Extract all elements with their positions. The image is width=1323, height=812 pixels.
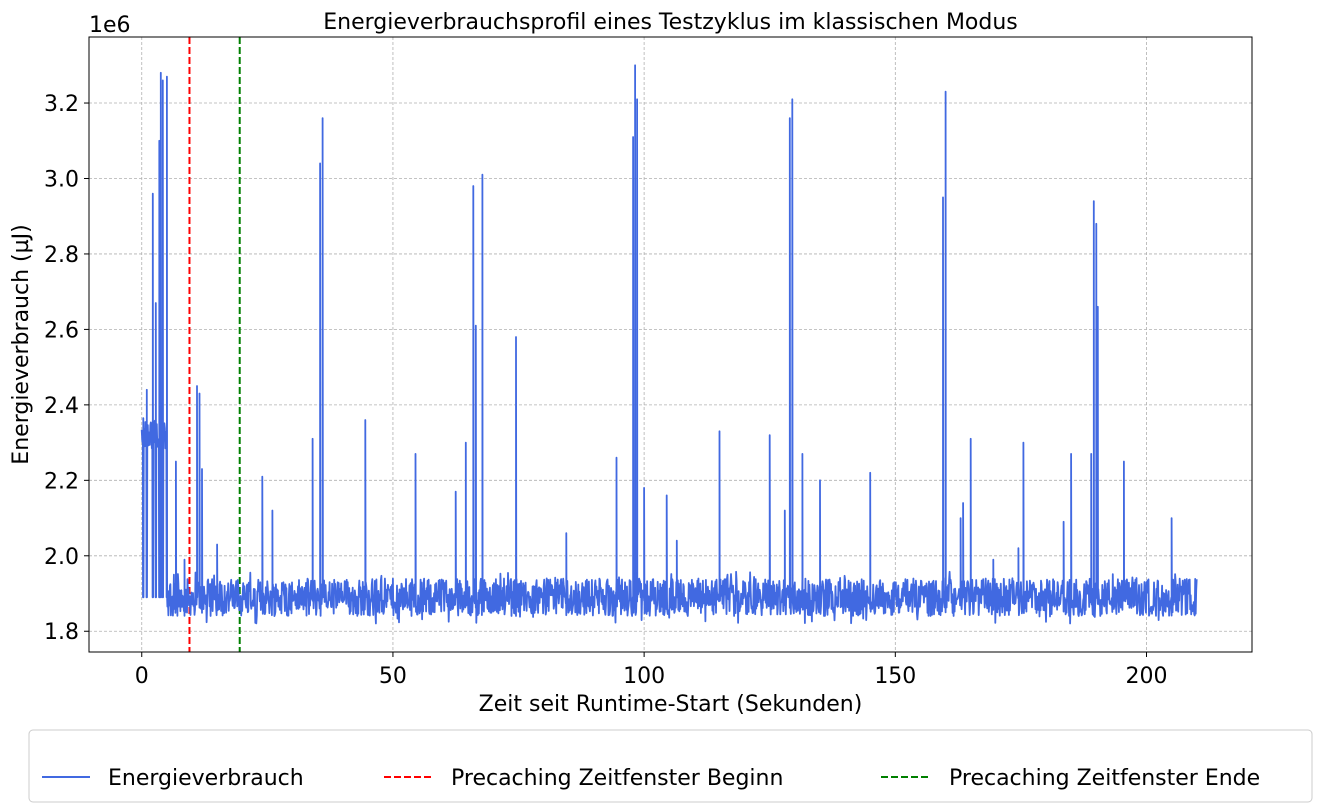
y-tick-label: 3.0	[44, 167, 79, 192]
y-tick-label: 2.2	[44, 469, 79, 494]
y-axis-offset-label: 1e6	[89, 13, 131, 38]
y-tick-label: 2.8	[44, 243, 79, 268]
x-tick-label: 150	[874, 664, 916, 689]
y-tick-label: 2.4	[44, 394, 79, 419]
x-axis-ticks: 0 50 100 150 200	[135, 652, 1168, 689]
y-tick-label: 2.0	[44, 545, 79, 570]
legend: Energieverbrauch Precaching Zeitfenster …	[28, 729, 1313, 803]
y-axis-label: Energieverbrauch (µJ)	[9, 224, 34, 464]
plot-frame	[88, 36, 1253, 653]
x-axis-label: Zeit seit Runtime-Start (Sekunden)	[479, 692, 863, 717]
y-tick-label: 3.2	[44, 92, 79, 117]
x-tick-label: 0	[135, 664, 149, 689]
x-tick-label: 50	[379, 664, 407, 689]
chart-title: Energieverbrauchsprofil eines Testzyklus…	[323, 10, 1018, 35]
precaching-markers	[188, 37, 241, 652]
legend-label-precaching-ende: Precaching Zeitfenster Ende	[949, 766, 1260, 791]
series-energieverbrauch	[140, 64, 1198, 625]
x-tick-label: 200	[1126, 664, 1168, 689]
series-layer	[140, 64, 1198, 625]
legend-label-precaching-beginn: Precaching Zeitfenster Beginn	[451, 766, 783, 791]
x-tick-label: 100	[623, 664, 665, 689]
legend-label-energieverbrauch: Energieverbrauch	[108, 766, 304, 791]
y-axis-ticks: 1.8 2.0 2.2 2.4 2.6 2.8 3.0 3.2	[44, 92, 89, 645]
y-tick-label: 1.8	[44, 620, 79, 645]
y-tick-label: 2.6	[44, 318, 79, 343]
grid	[89, 37, 1252, 652]
legend-frame	[28, 729, 1313, 803]
